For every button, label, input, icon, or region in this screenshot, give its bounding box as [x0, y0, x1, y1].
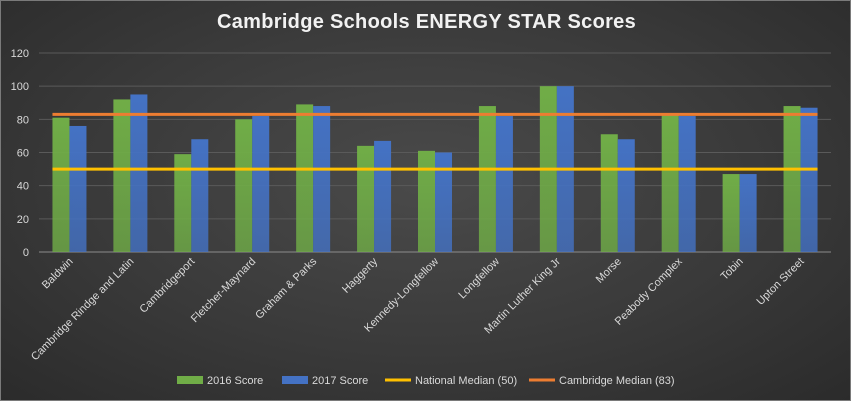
- bar-2016: [722, 174, 740, 252]
- bar-2016: [478, 106, 496, 252]
- y-tick-label: 120: [11, 48, 29, 60]
- bar-2017: [130, 94, 148, 252]
- legend-label: 2017 Score: [312, 375, 368, 387]
- bar-2016: [235, 119, 253, 252]
- y-tick-label: 60: [17, 148, 29, 160]
- bar-2016: [357, 145, 375, 252]
- legend-label: 2016 Score: [207, 375, 263, 387]
- bar-2017: [495, 116, 513, 253]
- bar-2017: [191, 139, 209, 252]
- chart-title: Cambridge Schools ENERGY STAR Scores: [216, 11, 637, 33]
- bar-2017: [739, 174, 757, 252]
- bar-2017: [617, 139, 635, 252]
- y-tick-label: 20: [17, 214, 29, 226]
- x-tick-label: Baldwin: [40, 256, 76, 292]
- y-tick-label: 100: [11, 81, 29, 93]
- x-tick-label: Tobin: [719, 256, 746, 283]
- x-tick-label: Peabody Complex: [613, 255, 685, 327]
- x-tick-label: Cambridge Rindge and Latin: [29, 256, 137, 364]
- bar-2017: [252, 116, 270, 253]
- x-tick-label: Upton Street: [754, 256, 806, 308]
- bar-2016: [52, 117, 70, 252]
- bar-2017: [800, 107, 818, 252]
- y-tick-label: 0: [23, 247, 29, 259]
- x-tick-label: Cambridgeport: [137, 256, 197, 316]
- legend-label: Cambridge Median (83): [559, 375, 675, 387]
- bar-2016: [296, 104, 314, 253]
- y-tick-label: 80: [17, 114, 29, 126]
- bar-2016: [600, 134, 618, 252]
- bar-2017: [374, 140, 392, 252]
- legend-swatch: [177, 376, 203, 384]
- x-tick-label: Fletcher-Maynard: [189, 256, 258, 325]
- bar-2016: [661, 114, 679, 252]
- bar-2017: [678, 116, 696, 253]
- bar-2016: [174, 154, 192, 252]
- x-tick-label: Longfellow: [456, 256, 502, 302]
- bar-2017: [313, 106, 331, 252]
- legend-swatch: [282, 376, 308, 384]
- bar-2016: [113, 99, 131, 252]
- x-tick-label: Haggerty: [340, 255, 380, 295]
- bar-2017: [435, 152, 452, 252]
- legend-label: National Median (50): [415, 375, 517, 387]
- x-tick-label: Morse: [594, 256, 624, 286]
- bar-2017: [69, 125, 87, 252]
- bar-2016: [418, 150, 435, 252]
- y-tick-label: 40: [17, 181, 29, 193]
- bar-2016: [783, 106, 801, 252]
- x-tick-label: Graham & Parks: [253, 255, 319, 321]
